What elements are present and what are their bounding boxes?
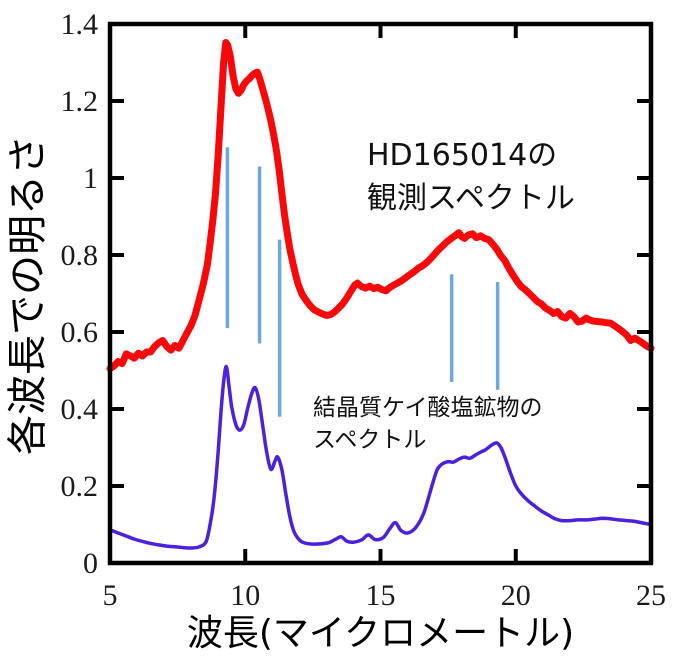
- x-tick-label: 25: [636, 579, 666, 612]
- y-axis-title: 各波長での明るさ: [5, 135, 51, 455]
- y-tick-label: 0.6: [61, 316, 99, 349]
- y-tick-label: 0.4: [61, 393, 99, 426]
- y-tick-label: 1.2: [61, 85, 99, 118]
- y-tick-label: 0.8: [61, 239, 99, 272]
- x-tick-label: 10: [230, 579, 260, 612]
- x-tick-label: 5: [103, 579, 118, 612]
- y-tick-label: 0.2: [61, 470, 99, 503]
- plot-border: [107, 21, 654, 566]
- observed-spectrum-curve: [106, 39, 655, 373]
- annotation-observed-spectrum: HD165014の 観測スペクトル: [367, 134, 575, 220]
- annotation-mineral-spectrum: 結晶質ケイ酸塩鉱物の スペクトル: [313, 392, 543, 456]
- x-tick-label: 15: [366, 579, 396, 612]
- x-axis-title: 波長(マイクロメートル): [186, 613, 575, 654]
- mineral-spectrum-curve: [108, 364, 653, 550]
- annotation-observed-line2: 観測スペクトル: [367, 181, 575, 216]
- y-tick-label: 1: [83, 162, 98, 195]
- x-tick-label: 20: [501, 579, 531, 612]
- y-tick-label: 0: [83, 547, 98, 580]
- y-tick-label: 1.4: [61, 8, 99, 41]
- annotation-mineral-line1: 結晶質ケイ酸塩鉱物の: [313, 395, 543, 421]
- annotation-mineral-line2: スペクトル: [313, 427, 427, 453]
- annotation-observed-line1: HD165014の: [367, 138, 558, 173]
